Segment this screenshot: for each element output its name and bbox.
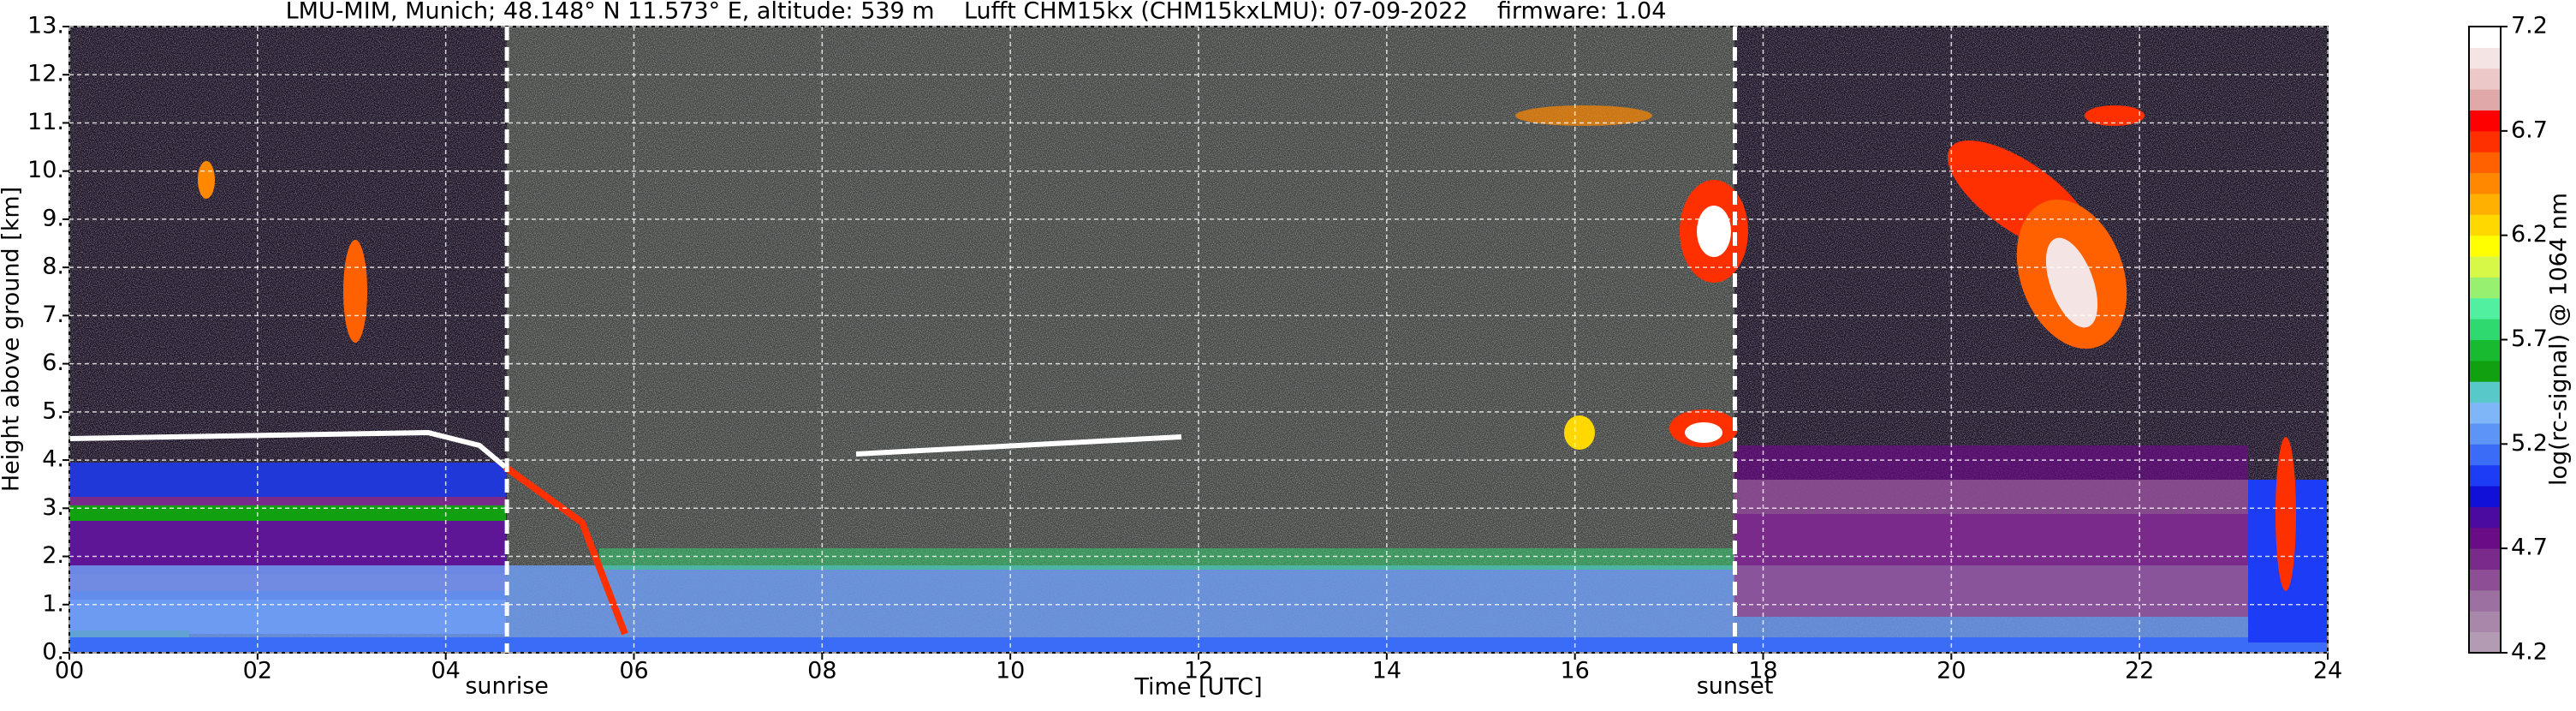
colorbar-segment	[2469, 130, 2501, 152]
colorbar-segment	[2469, 631, 2501, 654]
annotation-label: sunset	[1697, 673, 1774, 700]
colorbar-segment	[2469, 444, 2501, 466]
y-tick-label: 8.	[42, 254, 64, 280]
colorbar-segment	[2469, 506, 2501, 529]
colorbar-segment	[2469, 110, 2501, 132]
colorbar-segment	[2469, 68, 2501, 90]
colorbar-tick-label: 4.7	[2511, 535, 2548, 561]
y-tick-label: 9.	[42, 205, 64, 231]
x-tick-label: 24	[2313, 658, 2342, 684]
colorbar-tick-label: 7.2	[2511, 13, 2548, 39]
colorbar-segment	[2469, 193, 2501, 215]
colorbar-tick-label: 5.2	[2511, 430, 2548, 457]
annotation-label: sunrise	[465, 673, 549, 700]
x-tick-label: 12	[1184, 658, 1213, 684]
colorbar-segment	[2469, 548, 2501, 571]
colorbar-segment	[2469, 172, 2501, 194]
y-tick-label: 12.	[27, 61, 64, 87]
x-axis-label: Time [UTC]	[1133, 674, 1262, 701]
y-axis-label: Height above ground [km]	[0, 187, 25, 492]
colorbar-segment	[2469, 214, 2501, 236]
colorbar-segment	[2469, 277, 2501, 299]
colorbar-segment	[2469, 339, 2501, 361]
x-tick-label: 22	[2125, 658, 2154, 684]
x-tick-label: 00	[55, 658, 84, 684]
colorbar-segment	[2469, 486, 2501, 507]
y-tick-label: 13.	[27, 13, 64, 39]
y-tick-label: 3.	[42, 494, 64, 521]
y-tick-label: 0.	[42, 639, 64, 666]
colorbar-segment	[2469, 297, 2501, 320]
colorbar-tick-label: 5.7	[2511, 326, 2548, 352]
x-tick-label: 04	[431, 658, 460, 684]
colorbar-segment	[2469, 527, 2501, 549]
colorbar-segment	[2469, 152, 2501, 174]
x-tick-label: 16	[1560, 658, 1589, 684]
y-tick-label: 4.	[42, 446, 64, 473]
colorbar-segment	[2469, 589, 2501, 612]
y-tick-label: 5.	[42, 397, 64, 424]
colorbar-segment	[2469, 256, 2501, 278]
colorbar-segment	[2469, 381, 2501, 403]
chart-title: LMU-MIM, Munich; 48.148° N 11.573° E, al…	[286, 0, 1667, 25]
y-tick-label: 2.	[42, 542, 64, 569]
x-tick-label: 18	[1748, 658, 1777, 684]
x-tick-label: 08	[807, 658, 836, 684]
colorbar-segment	[2469, 47, 2501, 69]
x-tick-label: 02	[243, 658, 272, 684]
y-tick-label: 10.	[27, 157, 64, 183]
colorbar-tick-label: 4.2	[2511, 639, 2548, 666]
colorbar-label: log(rc-signal) @ 1064 nm	[2546, 193, 2573, 486]
x-tick-label: 10	[996, 658, 1025, 684]
colorbar-segment	[2469, 464, 2501, 487]
colorbar-tick-label: 6.2	[2511, 221, 2548, 248]
colorbar-segment	[2469, 402, 2501, 424]
colorbar-segment	[2469, 27, 2501, 48]
colorbar-segment	[2469, 319, 2501, 340]
x-tick-label: 06	[619, 658, 648, 684]
colorbar-segment	[2469, 360, 2501, 382]
y-tick-label: 1.	[42, 590, 64, 617]
x-tick-label: 20	[1936, 658, 1966, 684]
colorbar-segment	[2469, 422, 2501, 445]
colorbar-segment	[2469, 569, 2501, 591]
y-tick-label: 6.	[42, 350, 64, 376]
colorbar-segment	[2469, 235, 2501, 257]
colorbar-tick-label: 6.7	[2511, 117, 2548, 143]
y-tick-label: 11.	[27, 109, 64, 135]
colorbar-segment	[2469, 611, 2501, 633]
colorbar-segment	[2469, 89, 2501, 111]
y-tick-label: 7.	[42, 302, 64, 328]
x-tick-label: 14	[1372, 658, 1401, 684]
